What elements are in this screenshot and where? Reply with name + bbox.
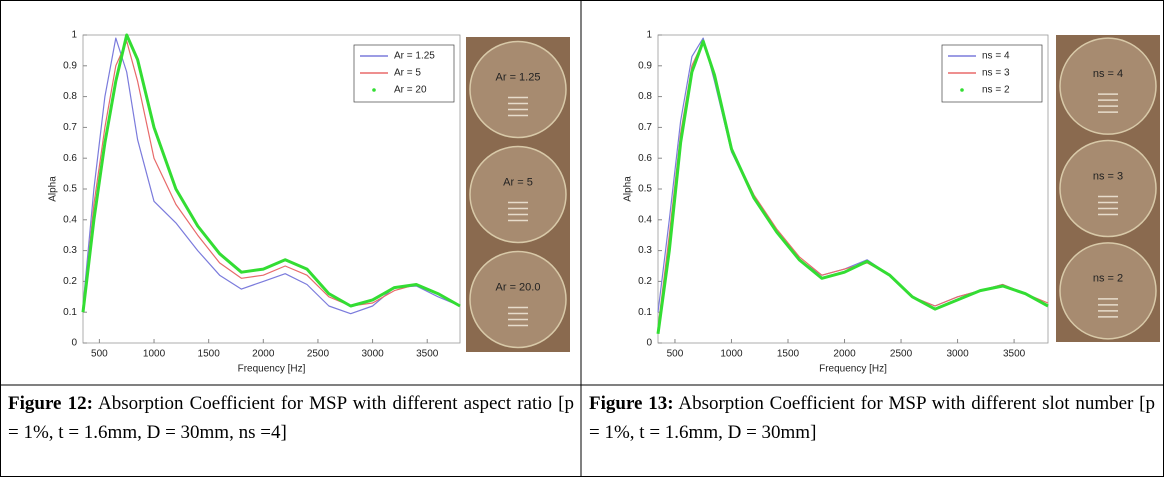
y-tick-label: 0.6 bbox=[638, 153, 652, 164]
x-tick-label: 500 bbox=[667, 349, 684, 360]
photo-label: ns = 4 bbox=[1093, 68, 1123, 80]
legend-label: Ar = 20 bbox=[394, 85, 427, 96]
y-tick-label: 0.9 bbox=[63, 60, 77, 71]
photo-label: Ar = 5 bbox=[503, 176, 533, 188]
sample-disk bbox=[1059, 139, 1157, 238]
legend-marker bbox=[960, 88, 964, 92]
series-line bbox=[656, 39, 1049, 335]
legend-marker bbox=[372, 88, 376, 92]
x-tick-label: 1000 bbox=[143, 349, 166, 360]
y-tick-label: 0.5 bbox=[638, 184, 652, 195]
x-tick-label: 3500 bbox=[416, 349, 439, 360]
x-tick-label: 3000 bbox=[361, 349, 384, 360]
x-tick-label: 2500 bbox=[890, 349, 913, 360]
y-tick-label: 0.1 bbox=[638, 307, 652, 318]
y-tick-label: 0.4 bbox=[63, 214, 77, 225]
y-tick-label: 0.7 bbox=[63, 122, 77, 133]
x-tick-label: 1000 bbox=[720, 349, 743, 360]
y-axis-label: Alpha bbox=[623, 176, 634, 202]
y-tick-label: 0.4 bbox=[638, 214, 652, 225]
x-tick-label: 2000 bbox=[252, 349, 275, 360]
series-line bbox=[82, 37, 461, 315]
y-tick-label: 0.8 bbox=[638, 91, 652, 102]
photo-label: ns = 2 bbox=[1093, 273, 1123, 285]
caption-text: Absorption Coefficient for MSP with diff… bbox=[589, 393, 1155, 443]
sample-disk bbox=[469, 250, 567, 349]
x-tick-label: 500 bbox=[91, 349, 108, 360]
sample-disk bbox=[469, 145, 567, 244]
x-tick-label: 2000 bbox=[833, 349, 856, 360]
caption: Figure 13: Absorption Coefficient for MS… bbox=[589, 389, 1155, 447]
y-tick-label: 0.2 bbox=[638, 276, 652, 287]
legend-label: Ar = 5 bbox=[394, 68, 421, 79]
y-tick-label: 0 bbox=[646, 338, 652, 349]
legend-label: ns = 3 bbox=[982, 68, 1010, 79]
y-tick-label: 0.2 bbox=[63, 276, 77, 287]
x-tick-label: 1500 bbox=[777, 349, 800, 360]
legend-box bbox=[353, 44, 455, 103]
y-tick-label: 0.1 bbox=[63, 307, 77, 318]
photo-label: ns = 3 bbox=[1093, 170, 1123, 182]
x-tick-label: 1500 bbox=[198, 349, 221, 360]
series-line bbox=[82, 40, 461, 313]
y-tick-label: 0.8 bbox=[63, 91, 77, 102]
series-line bbox=[81, 33, 461, 313]
y-tick-label: 1 bbox=[646, 30, 652, 41]
x-tick-label: 3000 bbox=[946, 349, 969, 360]
y-tick-label: 0 bbox=[71, 338, 77, 349]
y-tick-label: 0.6 bbox=[63, 153, 77, 164]
caption: Figure 12: Absorption Coefficient for MS… bbox=[8, 389, 574, 447]
photo-label: Ar = 20.0 bbox=[496, 281, 541, 293]
caption-label: Figure 12: bbox=[8, 393, 93, 414]
x-tick-label: 3500 bbox=[1003, 349, 1026, 360]
y-tick-label: 0.3 bbox=[638, 245, 652, 256]
caption-label: Figure 13: bbox=[589, 393, 674, 414]
y-tick-label: 0.9 bbox=[638, 60, 652, 71]
sample-disk bbox=[1059, 242, 1157, 340]
caption-text: Absorption Coefficient for MSP with diff… bbox=[8, 393, 574, 443]
legend-label: ns = 4 bbox=[982, 51, 1010, 62]
x-axis-label: Frequency [Hz] bbox=[819, 364, 887, 375]
y-tick-label: 0.3 bbox=[63, 245, 77, 256]
legend-label: Ar = 1.25 bbox=[394, 51, 435, 62]
x-axis-label: Frequency [Hz] bbox=[238, 364, 306, 375]
photo-label: Ar = 1.25 bbox=[496, 71, 541, 83]
y-tick-label: 0.7 bbox=[638, 122, 652, 133]
y-tick-label: 0.5 bbox=[63, 184, 77, 195]
legend-label: ns = 2 bbox=[982, 85, 1010, 96]
sample-photo bbox=[1056, 35, 1160, 342]
y-axis-label: Alpha bbox=[48, 176, 59, 202]
sample-photo bbox=[466, 37, 570, 352]
x-tick-label: 2500 bbox=[307, 349, 330, 360]
sample-disk bbox=[469, 40, 567, 139]
sample-disk bbox=[1059, 37, 1157, 135]
y-tick-label: 1 bbox=[71, 30, 77, 41]
